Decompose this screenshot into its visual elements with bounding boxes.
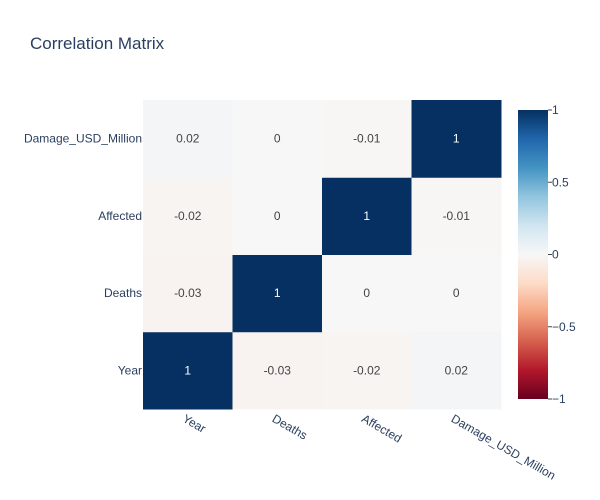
chart-title: Correlation Matrix [30,34,165,53]
colorbar-tick-label: 0.5 [552,175,569,189]
colorbar-tick-label: −0.5 [552,320,576,334]
x-tick-label: Damage_USD_Million [449,411,558,482]
heatmap-cell [143,100,233,178]
heatmap-cell [143,254,233,333]
heatmap-cell [143,331,233,410]
cell-value-label: -0.01 [353,132,381,146]
heatmap-cell [322,331,412,410]
cell-value-label: 0 [274,209,281,223]
heatmap-cell [411,100,502,178]
heatmap-cell [411,254,502,333]
y-axis-ticks: Year Deaths Affected Damage_USD_Million [24,132,142,378]
cell-value-label: 0.02 [445,363,469,377]
cell-value-label: -0.02 [353,363,381,377]
y-tick-label: Affected [98,209,142,223]
x-tick-label: Deaths [270,411,310,442]
heatmap-cell [411,331,502,410]
heatmap-cell [322,177,412,255]
cell-value-label: 0 [363,286,370,300]
y-tick-label: Damage_USD_Million [24,132,142,146]
heatmap-cell [322,100,412,178]
colorbar-tick-label: 0 [552,248,559,262]
colorbar-tick-label: 1 [552,103,559,117]
cell-value-label: 1 [363,209,370,223]
cell-value-label: 0 [274,132,281,146]
heatmap-cell [232,331,323,410]
colorbar-tick-label: −1 [552,392,566,406]
heatmap-cells [143,100,502,410]
cell-value-label: 1 [453,132,460,146]
y-tick-label: Year [118,363,142,377]
colorbar: 1 0.5 0 −0.5 −1 [518,103,576,406]
colorbar-ticks: 1 0.5 0 −0.5 −1 [548,103,576,406]
x-tick-label: Affected [359,411,404,445]
heatmap-cell [322,254,412,333]
cell-value-label: -0.03 [174,286,202,300]
y-tick-label: Deaths [104,286,142,300]
colorbar-gradient [518,110,548,399]
x-axis-ticks: Year Deaths Affected Damage_USD_Million [180,411,558,482]
heatmap-cell-labels: 1 -0.03 -0.02 0.02 -0.03 1 0 0 -0.02 0 1 -0.01 0.02 0… [174,132,470,378]
cell-value-label: 0 [453,286,460,300]
cell-value-label: 1 [184,363,191,377]
heatmap-cell [143,177,233,255]
heatmap-cell [232,254,323,333]
cell-value-label: -0.01 [443,209,471,223]
cell-value-label: -0.02 [174,209,202,223]
x-tick-label: Year [180,411,208,435]
heatmap-cell [411,177,502,255]
heatmap-cell [232,100,323,178]
cell-value-label: -0.03 [264,363,292,377]
heatmap-cell [232,177,323,255]
cell-value-label: 0.02 [176,132,200,146]
cell-value-label: 1 [274,286,281,300]
